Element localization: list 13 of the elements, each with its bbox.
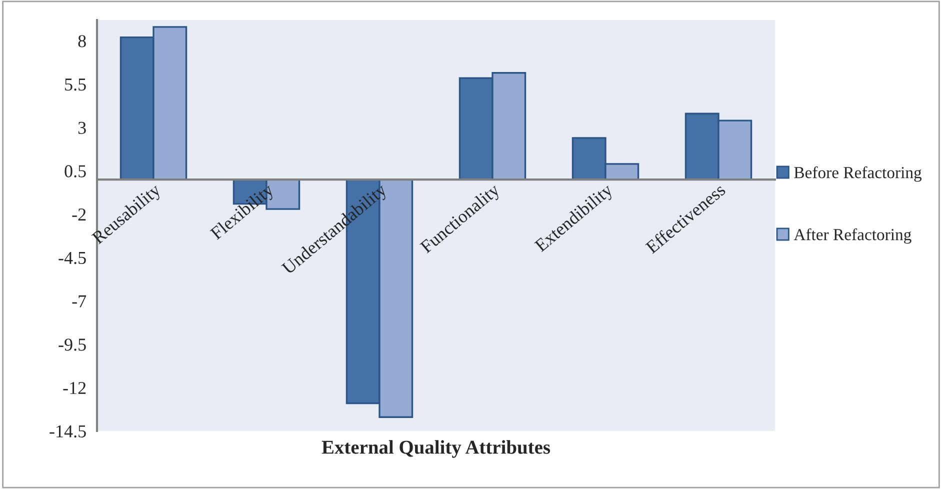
- x-axis-title: External Quality Attributes: [322, 440, 550, 458]
- y-tick-label: -12: [63, 382, 86, 394]
- y-tick-label: -14.5: [50, 425, 86, 438]
- legend-label: Before Refactoring: [794, 166, 922, 182]
- y-tick-label: 3: [78, 122, 86, 134]
- y-tick-label: 8: [78, 35, 86, 48]
- y-tick-label: 5.5: [65, 78, 86, 91]
- y-tick-label: -2: [72, 208, 86, 220]
- y-tick-label: 0.5: [64, 165, 86, 178]
- y-tick-label: -7: [72, 295, 86, 308]
- legend-label: After Refactoring: [794, 228, 912, 244]
- y-tick-label: -9.5: [58, 338, 86, 351]
- y-tick-label: -4.5: [58, 252, 86, 264]
